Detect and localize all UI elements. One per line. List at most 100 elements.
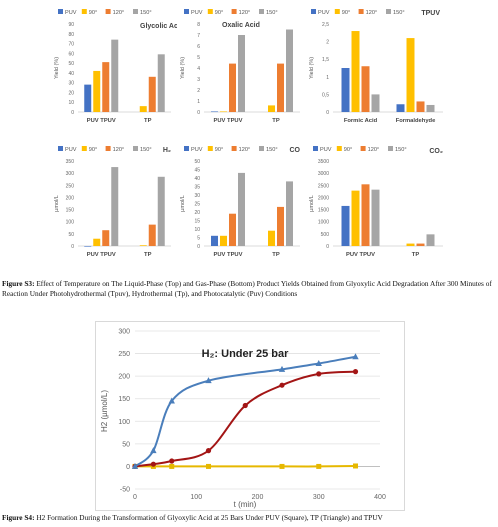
y-tick-label: 50 (194, 159, 200, 165)
y-tick-label: 0 (71, 110, 74, 116)
bar-glycolic-puv-tpuv-puv (84, 84, 92, 112)
bar-oxalic-tp-tp150 (286, 29, 293, 112)
panel-title: CO₂ (429, 148, 443, 155)
legend-swatch-1 (81, 9, 87, 14)
y-tick-label: 25 (194, 202, 200, 208)
category-label: TP (144, 252, 152, 258)
bar-co2-puv-tpuv-tp120 (361, 184, 370, 246)
legend-swatch-2 (231, 9, 237, 14)
panel-title: CO (290, 147, 301, 154)
bar-tpuv-formaldehyde-tp150 (426, 104, 435, 112)
bar-co-tp-tp150 (286, 181, 293, 246)
x-tick-label: 400 (374, 494, 386, 501)
y-tick-label: 20 (194, 210, 200, 216)
point-tpuv (168, 397, 175, 404)
legend-label-0: PUV (320, 147, 332, 153)
y-tick-label: 2 (326, 40, 329, 46)
bar-tpuv-formaldehyde-tpuv90 (406, 38, 415, 112)
legend-label-1: 90° (344, 147, 352, 153)
bar-co-puv-tpuv-tp150 (238, 172, 245, 246)
point-puv (316, 463, 322, 469)
y-tick-label: 2000 (318, 195, 329, 201)
y-tick-label: 5 (197, 236, 200, 242)
legend-label-1: 90° (215, 10, 223, 16)
legend-label-0: PUV (65, 10, 77, 16)
category-label: PUV TPUV (87, 252, 116, 258)
bar-glycolic-puv-tpuv-tp150 (111, 39, 119, 113)
y-tick-label: 2,5 (322, 22, 329, 28)
y-tick-label: 0 (197, 110, 200, 116)
legend-swatch-2 (360, 146, 366, 151)
y-tick-label: 45 (194, 168, 200, 174)
panel-glycolic-acid: PUV 90° 120° 150° Glycolic Acid 0 10 20 30 40 50 60… (54, 9, 177, 124)
bar-oxalic-tp-tpuv90 (268, 105, 275, 112)
y-axis-label: Yield (%) (309, 57, 315, 79)
x-tick-label: 0 (133, 494, 137, 501)
legend-swatch-3 (133, 9, 138, 14)
y-tick-label: 250 (66, 183, 75, 189)
y-tick-label: 4 (197, 66, 200, 72)
bar-glycolic-tp-tp150 (157, 54, 165, 112)
panel-co: PUV 90° 120° 150° CO 0 5 10 15 20 25 30 35 40 45 50 µmol… (180, 146, 301, 258)
legend-label-1: 90° (89, 10, 97, 16)
y-tick-label: 15 (194, 219, 200, 225)
y-tick-label: 2 (197, 88, 200, 94)
legend-label-1: 90° (342, 10, 350, 16)
point-tp (352, 369, 359, 375)
y-tick-label: 3500 (318, 159, 329, 165)
y-tick-label: 250 (118, 351, 130, 358)
point-tp (242, 402, 248, 409)
y-tick-label: 350 (66, 159, 75, 165)
panel-title: Oxalic Acid (222, 22, 260, 29)
category-label: TP (412, 252, 420, 258)
legend-label-2: 120° (239, 147, 251, 153)
y-tick-label: 70 (68, 42, 74, 48)
category-label: PUV TPUV (214, 252, 243, 258)
y-tick-label: 1000 (318, 220, 329, 226)
legend-swatch-1 (336, 146, 342, 151)
bar-h2-puv-tpuv-tp150 (111, 167, 119, 246)
panel-tpuv: PUV 90° 120° 150° TPUV 0 0,5 1 1,5 2 2,5 Yield (%) F… (309, 9, 443, 124)
y-tick-label: 60 (68, 51, 74, 57)
y-tick-label: 5 (197, 55, 200, 61)
bar-h2-puv-tpuv-tpuv90 (93, 238, 101, 246)
bar-co-tp-tpuv90 (268, 230, 275, 246)
y-tick-label: 30 (68, 81, 74, 87)
legend-label-0: PUV (318, 10, 330, 16)
bar-co-puv-tpuv-puv (211, 235, 218, 246)
legend-label-3: 150° (140, 147, 152, 153)
legend-swatch-0 (313, 146, 318, 151)
bar-glycolic-tp-tp120 (148, 76, 156, 112)
legend-label-2: 120° (366, 10, 378, 16)
legend-swatch-1 (334, 9, 340, 14)
y-tick-label: 0 (71, 244, 74, 250)
y-tick-label: 1 (197, 99, 200, 105)
y-tick-label: 150 (118, 396, 130, 403)
point-tpuv (131, 462, 139, 469)
category-label: PUV TPUV (87, 118, 116, 124)
y-tick-label: 40 (194, 176, 200, 182)
caption-text: Effect of Temperature on The Liquid-Phas… (2, 279, 492, 298)
y-tick-label: 35 (194, 185, 200, 191)
category-label: PUV TPUV (346, 252, 375, 258)
bar-oxalic-tp-tp120 (277, 63, 284, 112)
y-tick-label: 50 (122, 441, 130, 448)
bar-tpuv-formic-acid-tpuv90 (351, 31, 360, 112)
legend-swatch-2 (231, 146, 237, 151)
category-label: Formic Acid (344, 118, 378, 124)
point-tp (169, 458, 175, 464)
bar-glycolic-puv-tpuv-tpuv90 (93, 70, 101, 112)
panel-title: TPUV (421, 10, 440, 17)
legend-swatch-0 (58, 9, 63, 14)
y-tick-label: 8 (197, 22, 200, 28)
legend-label-3: 150° (266, 10, 278, 16)
y-axis-label: µmol/L (309, 195, 315, 212)
y-axis-label: µmol/L (54, 195, 60, 212)
y-tick-label: 300 (66, 171, 75, 177)
y-tick-label: 150 (66, 208, 75, 214)
point-tp (316, 371, 322, 377)
y-tick-label: 10 (68, 100, 74, 106)
figure-s4-caption: Figure S4: H2 Formation During the Trans… (2, 513, 496, 523)
legend-swatch-1 (81, 146, 87, 151)
point-tpuv (278, 365, 286, 372)
